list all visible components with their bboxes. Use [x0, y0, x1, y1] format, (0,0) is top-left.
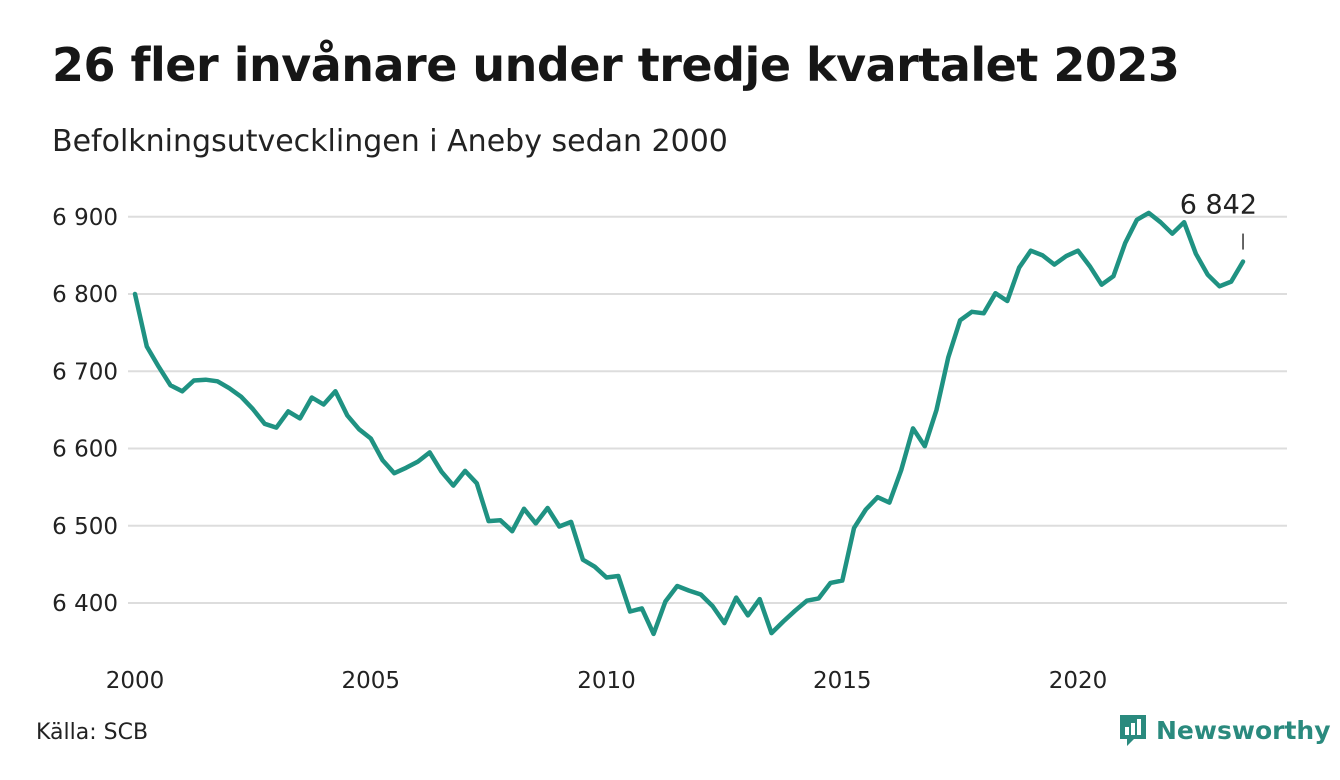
- x-tick-label: 2005: [341, 668, 400, 694]
- bar-chart-speech-bubble-icon: [1120, 715, 1146, 746]
- chart-title: 26 fler invånare under tredje kvartalet …: [52, 38, 1180, 92]
- series-line: [132, 210, 1246, 637]
- source-note: Källa: SCB: [36, 720, 149, 745]
- chart-subtitle: Befolkningsutvecklingen i Aneby sedan 20…: [52, 124, 728, 159]
- y-tick-label: 6 900: [52, 205, 118, 231]
- x-tick-label: 2000: [106, 668, 165, 694]
- y-tick-label: 6 800: [52, 282, 118, 308]
- y-tick-label: 6 500: [52, 514, 118, 540]
- line-chart: 6 400 6 500 6 600 6 700 6 800 6 900 2000 2005 20…: [52, 190, 1287, 694]
- brand-logo: Newsworthy: [1118, 713, 1331, 747]
- y-tick-label: 6 700: [52, 359, 118, 385]
- y-tick-label: 6 400: [52, 591, 118, 617]
- x-tick-label: 2015: [813, 668, 872, 694]
- x-tick-label: 2010: [577, 668, 636, 694]
- brand-name: Newsworthy: [1156, 715, 1331, 745]
- end-value-label: 6 842: [1180, 190, 1257, 221]
- y-tick-label: 6 600: [52, 437, 118, 463]
- x-tick-label: 2020: [1049, 668, 1108, 694]
